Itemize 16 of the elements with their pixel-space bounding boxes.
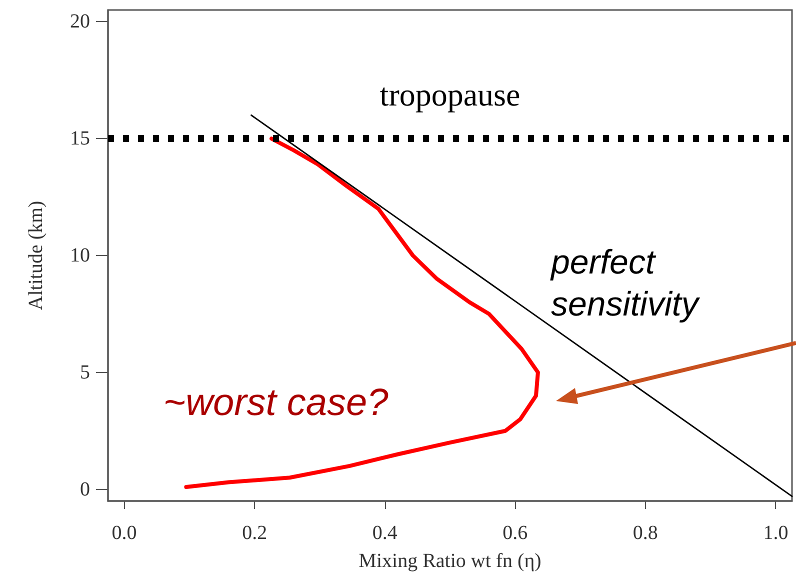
y-tick-label: 15 (70, 128, 90, 150)
x-tick-label: 0.0 (112, 522, 137, 544)
y-tick-label: 0 (80, 478, 90, 500)
series-label: perfect sensitivity (550, 243, 700, 324)
x-tick-label: 1.0 (763, 522, 788, 544)
x-tick-label: 0.4 (372, 522, 398, 544)
y-tick-label: 20 (70, 10, 90, 33)
ref-line-label: tropopause (380, 76, 520, 113)
series-label: ~worst case? (163, 382, 390, 424)
x-tick-label: 0.6 (502, 522, 528, 544)
x-tick-label: 0.8 (632, 522, 658, 544)
y-axis-title: Altitude (km) (25, 200, 47, 310)
y-tick-label: 10 (70, 244, 90, 266)
x-axis-title: Mixing Ratio wt fn (η) (358, 550, 542, 572)
y-tick-label: 5 (80, 361, 90, 384)
x-tick-label: 0.2 (242, 522, 268, 544)
